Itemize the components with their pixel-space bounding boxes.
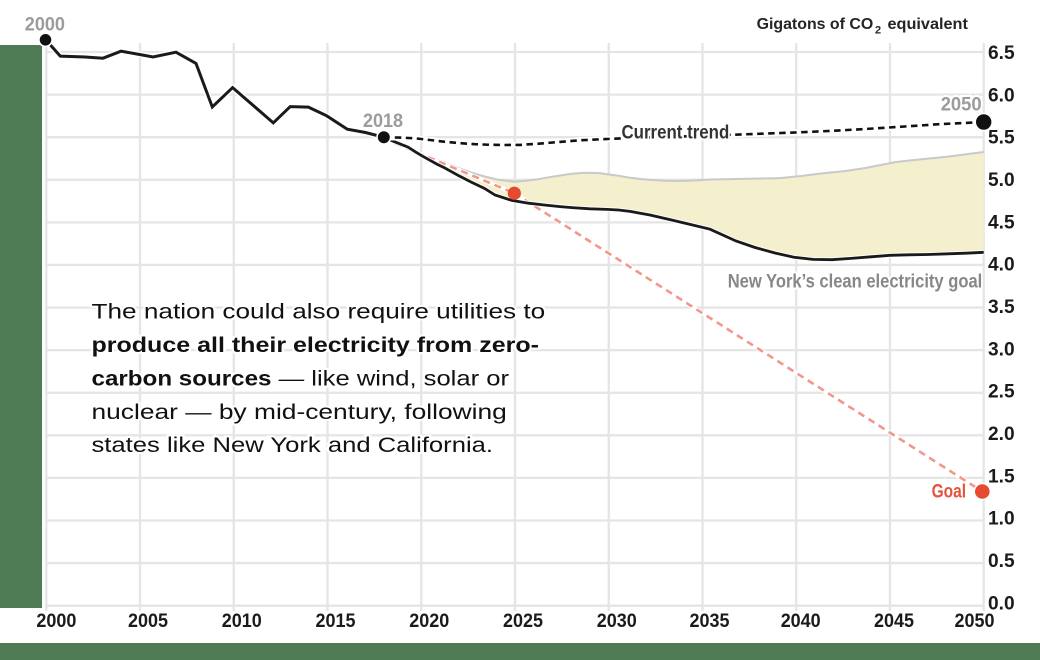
svg-text:6.5: 6.5 xyxy=(988,43,1015,64)
svg-text:6.0: 6.0 xyxy=(988,85,1015,106)
svg-text:5.5: 5.5 xyxy=(988,128,1015,149)
svg-text:2005: 2005 xyxy=(128,611,168,632)
svg-text:2030: 2030 xyxy=(597,611,637,632)
svg-text:3.0: 3.0 xyxy=(988,339,1015,360)
svg-text:2.5: 2.5 xyxy=(988,382,1015,403)
svg-text:— like wind, solar or: — like wind, solar or xyxy=(272,366,510,390)
svg-text:2035: 2035 xyxy=(690,611,730,632)
svg-text:4.0: 4.0 xyxy=(988,255,1015,276)
svg-text:produce all their electricity: produce all their electricity from zero- xyxy=(92,333,540,357)
svg-text:3.5: 3.5 xyxy=(988,297,1015,318)
svg-text:2040: 2040 xyxy=(781,611,821,632)
svg-text:5.0: 5.0 xyxy=(988,170,1015,191)
svg-text:carbon sources: carbon sources xyxy=(92,366,272,390)
svg-text:2000: 2000 xyxy=(25,15,65,36)
svg-text:2010: 2010 xyxy=(222,611,262,632)
svg-text:2045: 2045 xyxy=(874,611,914,632)
svg-text:2025: 2025 xyxy=(503,611,543,632)
svg-text:nuclear — by mid-century, foll: nuclear — by mid-century, following xyxy=(92,400,507,424)
svg-text:states like New York and Calif: states like New York and California. xyxy=(92,433,493,457)
svg-text:1.5: 1.5 xyxy=(988,466,1015,487)
svg-text:The nation could also require: The nation could also require utilities … xyxy=(92,300,546,324)
svg-text:2000: 2000 xyxy=(36,611,76,632)
svg-text:2.0: 2.0 xyxy=(988,424,1015,445)
svg-text:0.5: 0.5 xyxy=(988,551,1015,572)
svg-text:2018: 2018 xyxy=(363,111,403,132)
svg-text:4.5: 4.5 xyxy=(988,212,1015,233)
svg-text:New York’s clean electricity g: New York’s clean electricity goal xyxy=(728,271,983,293)
svg-text:2050: 2050 xyxy=(941,94,982,115)
svg-text:0.0: 0.0 xyxy=(988,593,1015,614)
svg-text:Current trend: Current trend xyxy=(622,122,730,144)
svg-text:2020: 2020 xyxy=(409,611,449,632)
svg-text:2015: 2015 xyxy=(316,611,356,632)
svg-text:Goal: Goal xyxy=(932,481,967,502)
svg-text:2050: 2050 xyxy=(955,611,995,632)
svg-text:1.0: 1.0 xyxy=(988,509,1015,530)
